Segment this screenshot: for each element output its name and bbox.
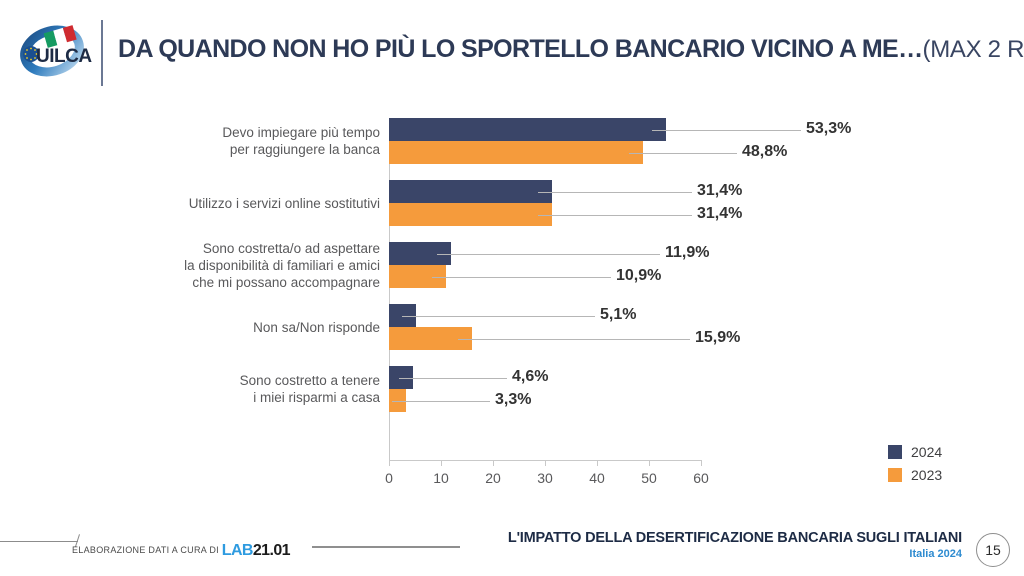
bar-2023 [389,265,446,288]
x-tick-label: 20 [485,470,501,486]
page-title-sub: (MAX 2 RISP) [922,36,1024,63]
x-tick-mark [701,460,702,466]
value-label: 3,3% [495,391,532,408]
leader-line [431,276,611,278]
category-label: Non sa/Non risponde [253,319,380,335]
bar-2024 [389,118,667,141]
bar-chart: 0 10 20 30 40 50 60 Devo impiegare più tempo p… [0,100,1024,500]
leader-line [652,129,801,131]
leader-line [538,191,692,193]
leader-line [398,377,507,379]
bar-group: Sono costretto a tenere i miei risparmi … [0,366,1024,412]
x-tick-label: 40 [589,470,605,486]
bar-2023 [389,141,643,164]
bar-group: Non sa/Non risponde 5,1% 15,9% [0,304,1024,350]
page-title-main: DA QUANDO NON HO PIÙ LO SPORTELLO BANCAR… [118,35,923,63]
page-number-badge: 15 [976,533,1010,567]
bar-group: Utilizzo i servizi online sostitutivi 31,… [0,180,1024,226]
value-label: 5,1% [600,306,637,323]
footer-title-sub: Italia 2024 [909,548,962,560]
x-tick-mark [441,460,442,466]
footer-title-main: L'IMPATTO DELLA DESERTIFICAZIONE BANCARI… [507,530,962,546]
lab-logo-dark: 21.01 [252,542,291,559]
leader-line [457,338,690,340]
leader-line [628,152,737,154]
uilca-logo: UILCA [16,22,94,80]
x-tick-label: 0 [385,470,393,486]
y-axis-line [389,118,390,461]
header-divider [101,20,103,86]
value-label: 10,9% [616,267,662,284]
slide-footer: ELABORAZIONE DATI A CURA DI LAB21.01 L'I… [0,512,1024,576]
value-label: 4,6% [512,368,549,385]
bar-group: Sono costretta/o ad aspettare la disponi… [0,240,1024,290]
leader-line [436,253,660,255]
bar-2024 [389,180,553,203]
page-number: 15 [985,542,1001,558]
x-tick-label: 50 [641,470,657,486]
leader-line [401,315,595,317]
value-label: 31,4% [697,182,743,199]
footer-rule-left [0,541,78,542]
category-label: Devo impiegare più tempo per raggiungere… [222,125,380,157]
bar-2024 [389,242,451,265]
chart-legend: 2024 2023 [888,442,942,488]
bar-group: Devo impiegare più tempo per raggiungere… [0,118,1024,164]
category-label: Utilizzo i servizi online sostitutivi [188,195,380,211]
legend-label: 2024 [911,444,943,460]
category-label: Sono costretto a tenere i miei risparmi … [239,373,380,405]
slide-header: UILCA DA QUANDO NON HO PIÙ LO SPORTELLO … [0,0,1024,100]
footer-title: L'IMPATTO DELLA DESERTIFICAZIONE BANCARI… [508,530,962,560]
leader-line [392,400,490,402]
value-label: 31,4% [697,205,743,222]
credit-text: ELABORAZIONE DATI A CURA DI [72,545,219,555]
category-label: Sono costretta/o ad aspettare la disponi… [184,240,380,290]
x-tick-mark [545,460,546,466]
bar-2023 [389,203,553,226]
value-label: 15,9% [695,329,741,346]
value-label: 11,9% [665,244,710,261]
lab-logo-blue: LAB [221,542,254,559]
x-tick-label: 30 [537,470,553,486]
value-label: 48,8% [742,143,788,160]
value-label: 53,3% [806,120,852,137]
x-tick-mark [597,460,598,466]
data-credit: ELABORAZIONE DATI A CURA DI LAB21.01 [72,540,291,559]
page-title: DA QUANDO NON HO PIÙ LO SPORTELLO BANCAR… [118,35,1024,64]
bar-2023 [389,327,472,350]
legend-item-2023[interactable]: 2023 [888,465,942,485]
x-tick-label: 10 [433,470,449,486]
legend-label: 2023 [911,467,943,483]
svg-text:UILCA: UILCA [36,46,92,67]
x-tick-mark [389,460,390,466]
footer-rule-mid [312,546,460,548]
legend-swatch-icon [888,445,902,459]
leader-line [538,214,692,216]
x-tick-mark [649,460,650,466]
legend-item-2024[interactable]: 2024 [888,442,942,462]
x-tick-mark [493,460,494,466]
x-tick-label: 60 [693,470,709,486]
legend-swatch-icon [888,468,902,482]
